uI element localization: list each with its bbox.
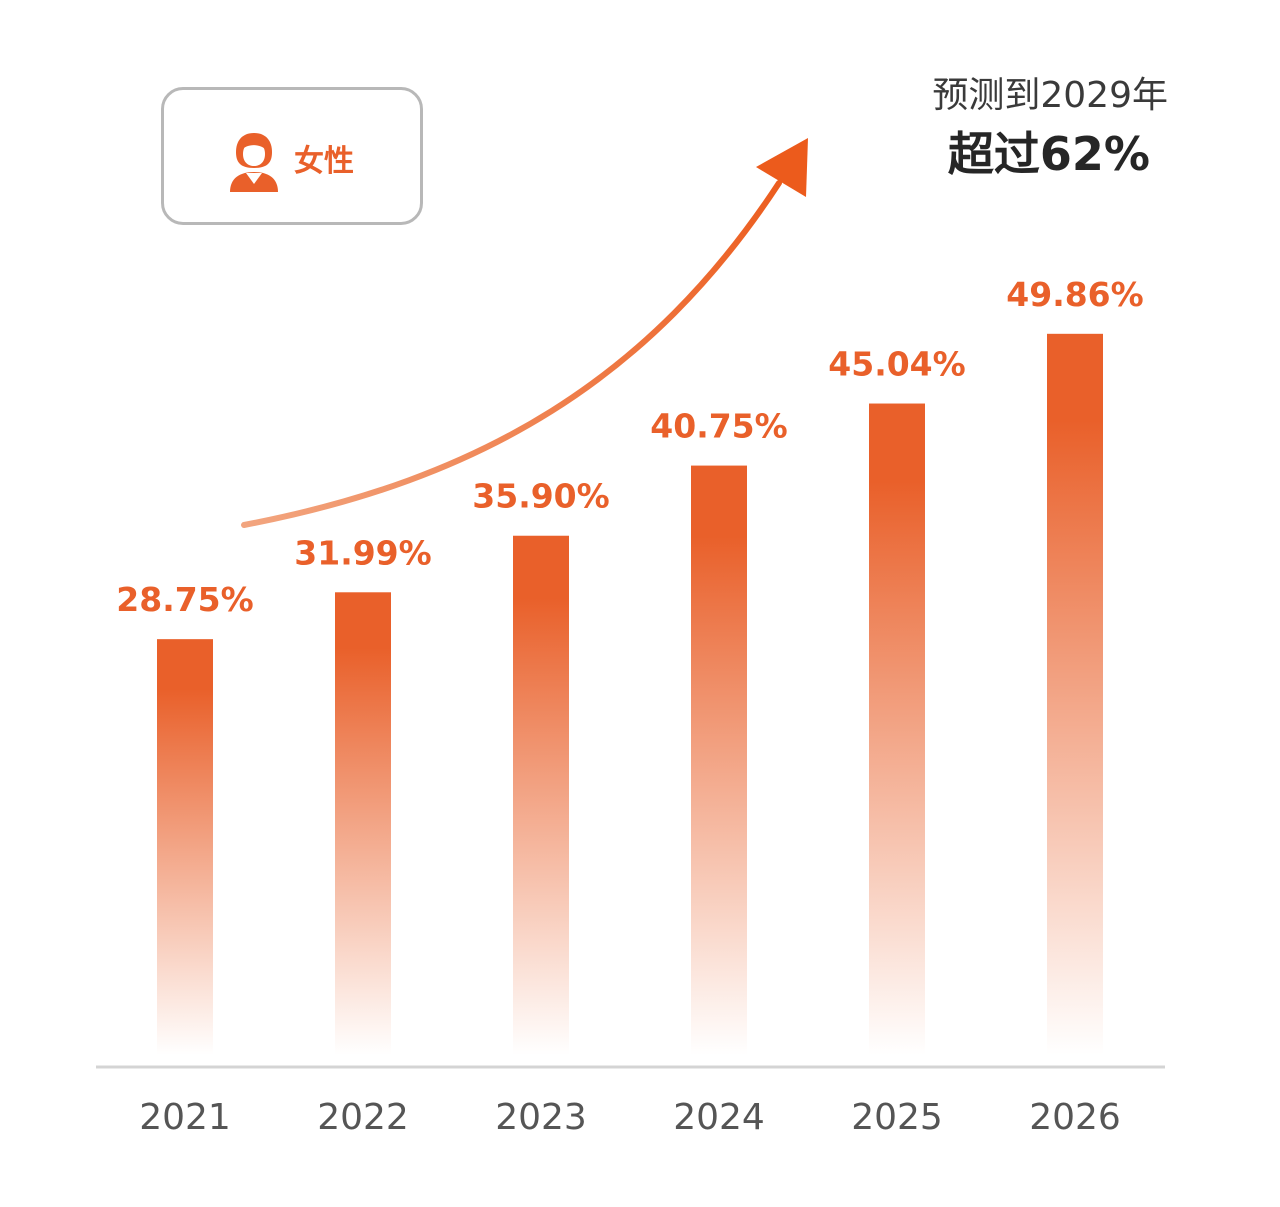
value-label-2026: 49.86% <box>1006 275 1143 314</box>
trend-arrow-head <box>756 138 808 197</box>
x-tick-label-2023: 2023 <box>495 1097 587 1138</box>
forecast-annotation-line2: 超过62% <box>947 127 1150 181</box>
x-tick-label-2021: 2021 <box>139 1097 231 1138</box>
bar-2021 <box>157 639 213 1055</box>
x-tick-label-2026: 2026 <box>1029 1097 1121 1138</box>
bar-2025 <box>869 403 925 1055</box>
bar-2022 <box>335 592 391 1055</box>
value-label-2024: 40.75% <box>650 407 787 446</box>
legend-box: 女性 <box>161 87 423 225</box>
value-label-2021: 28.75% <box>116 580 253 619</box>
x-tick-label-2025: 2025 <box>851 1097 943 1138</box>
bars-layer: 28.75% 2021 31.99% 2022 35.90% 2023 40.75% 2024… <box>116 275 1143 1138</box>
bar-2023 <box>513 535 569 1055</box>
legend-label: 女性 <box>294 144 354 179</box>
female-user-icon <box>230 133 278 192</box>
forecast-annotation-line1: 预测到2029年 <box>932 75 1168 116</box>
bar-2026 <box>1047 333 1103 1056</box>
trend-arrow-line <box>241 180 782 528</box>
value-label-2023: 35.90% <box>472 477 609 516</box>
x-tick-label-2022: 2022 <box>317 1097 409 1138</box>
value-label-2025: 45.04% <box>828 345 965 384</box>
bar-2024 <box>691 465 747 1056</box>
x-tick-label-2024: 2024 <box>673 1097 765 1138</box>
value-label-2022: 31.99% <box>294 533 431 572</box>
